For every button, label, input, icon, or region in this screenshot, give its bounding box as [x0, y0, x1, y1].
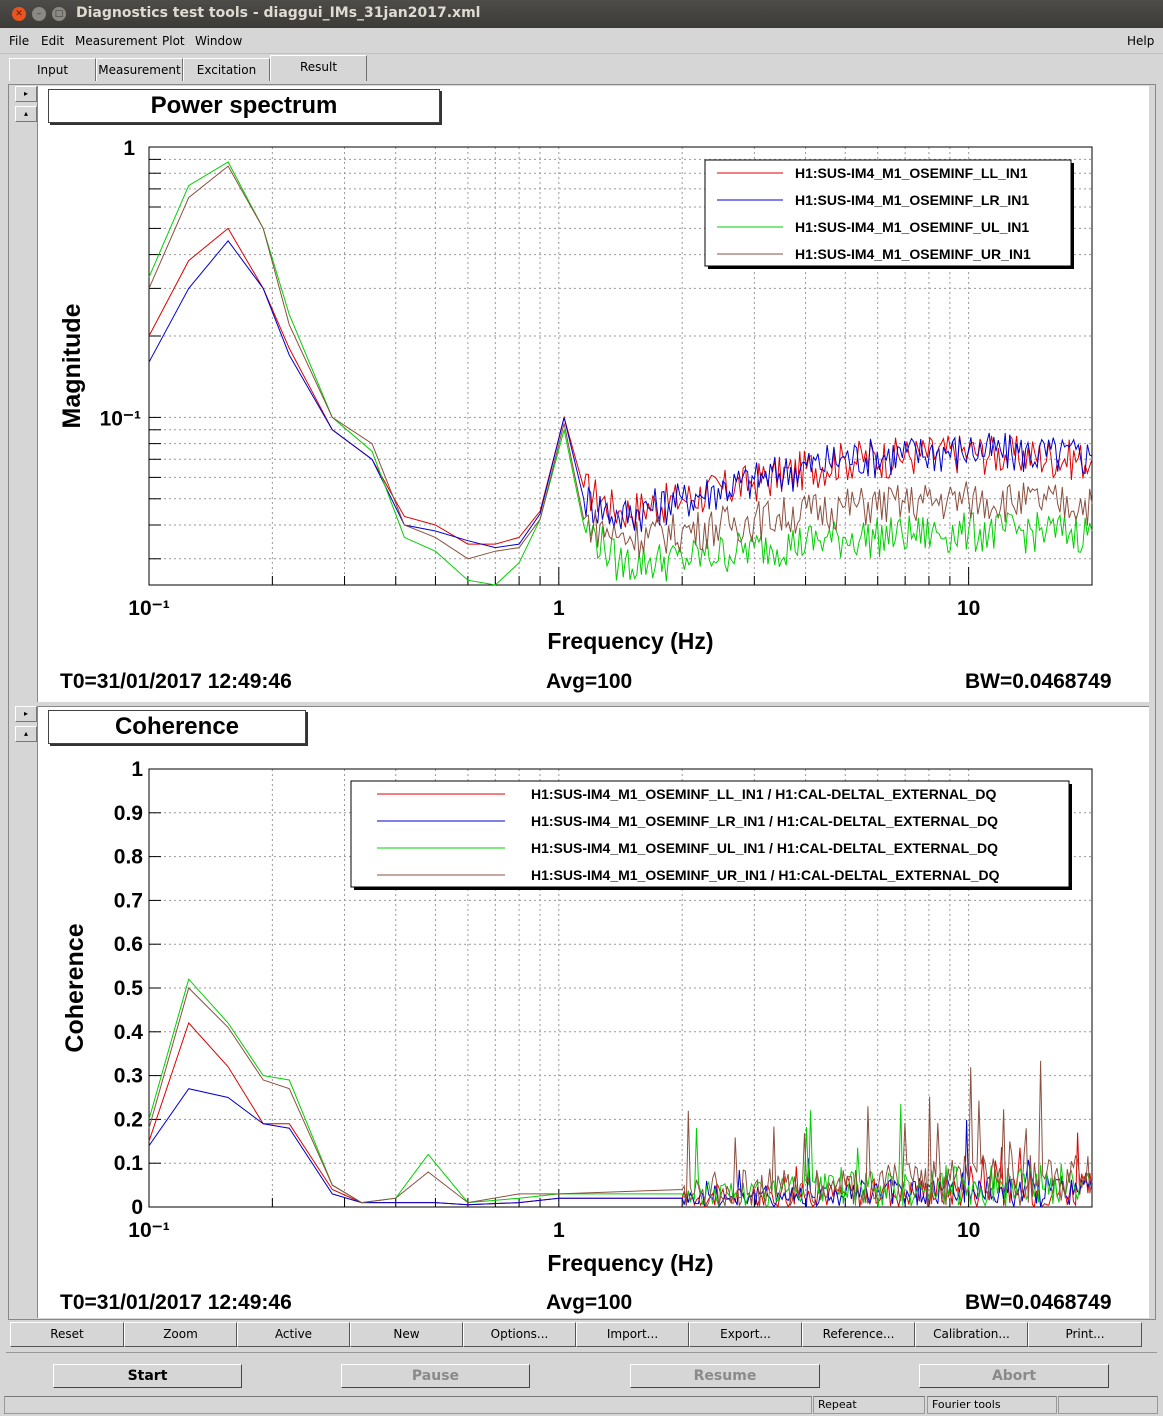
- menu-window[interactable]: Window: [195, 34, 243, 48]
- calibration-button[interactable]: Calibration...: [915, 1322, 1028, 1347]
- power-spectrum-bw: BW=0.0468749: [965, 670, 1112, 693]
- power-spectrum-title: Power spectrum: [48, 89, 440, 123]
- plot-frame: [148, 146, 1093, 586]
- coherence-t0: T0=31/01/2017 12:49:46: [60, 1291, 292, 1314]
- pad2-expand-icon[interactable]: ▸: [15, 706, 37, 722]
- menu-plot[interactable]: Plot: [162, 34, 185, 48]
- tab-excitation[interactable]: Excitation: [183, 58, 270, 81]
- y-axis-label: Magnitude: [58, 303, 86, 428]
- y-axis-label: Coherence: [61, 923, 89, 1052]
- title-bar: ✕ – □ Diagnostics test tools - diaggui_I…: [0, 0, 1163, 28]
- tab-measurement[interactable]: Measurement: [96, 58, 183, 81]
- new-button[interactable]: New: [350, 1322, 463, 1347]
- y-tick-label: 0.7: [114, 889, 143, 912]
- x-tick-label: 10: [957, 1219, 980, 1242]
- menu-measurement[interactable]: Measurement: [75, 34, 158, 48]
- resume-button[interactable]: Resume: [630, 1364, 820, 1388]
- legend-box: [704, 159, 1072, 267]
- coherence-bw: BW=0.0468749: [965, 1291, 1112, 1314]
- legend-entry: H1:SUS-IM4_M1_OSEMINF_LL_IN1: [795, 165, 1028, 181]
- print-button[interactable]: Print...: [1028, 1322, 1142, 1347]
- x-tick-label: 10: [957, 597, 980, 620]
- y-tick-label: 0.8: [114, 846, 144, 869]
- maximize-icon[interactable]: □: [52, 7, 66, 21]
- separator: [6, 1352, 1157, 1353]
- legend-entry: H1:SUS-IM4_M1_OSEMINF_UR_IN1: [795, 246, 1031, 262]
- status-repeat: Repeat: [813, 1396, 925, 1414]
- tab-input[interactable]: Input: [9, 58, 96, 81]
- zoom-button[interactable]: Zoom: [124, 1322, 237, 1347]
- legend-entry: H1:SUS-IM4_M1_OSEMINF_UR_IN1 / H1:CAL-DE…: [531, 867, 1000, 883]
- plot-button-row: Reset Zoom Active New Options... Import.…: [10, 1322, 1142, 1348]
- status-field-blank: [4, 1396, 812, 1414]
- y-tick-label: 0.6: [114, 933, 143, 956]
- power-spectrum-avg: Avg=100: [546, 670, 633, 693]
- tab-result[interactable]: Result: [270, 55, 367, 81]
- x-axis-label: Frequency (Hz): [547, 1250, 713, 1276]
- import-button[interactable]: Import...: [576, 1322, 689, 1347]
- legend-entry: H1:SUS-IM4_M1_OSEMINF_UL_IN1: [795, 219, 1029, 235]
- coherence-title: Coherence: [48, 710, 306, 744]
- menu-help[interactable]: Help: [1127, 34, 1155, 48]
- series-line: [148, 978, 1093, 1208]
- plot-frame: [148, 768, 1093, 1208]
- reset-button[interactable]: Reset: [10, 1322, 124, 1347]
- x-tick-label: 1: [553, 597, 565, 620]
- y-tick-label: 0: [131, 1196, 143, 1219]
- window-title: Diagnostics test tools - diaggui_IMs_31j…: [76, 5, 481, 21]
- legend-entry: H1:SUS-IM4_M1_OSEMINF_LR_IN1: [795, 192, 1029, 208]
- legend-entry: H1:SUS-IM4_M1_OSEMINF_LL_IN1 / H1:CAL-DE…: [531, 786, 997, 802]
- status-field-end: [1058, 1396, 1158, 1414]
- status-bar: Repeat Fourier tools: [0, 1394, 1163, 1416]
- x-tick-label: 10⁻¹: [128, 1219, 169, 1242]
- series-line: [148, 165, 1093, 560]
- series-line: [148, 1022, 1093, 1208]
- abort-button[interactable]: Abort: [919, 1364, 1109, 1388]
- menu-bar: File Edit Measurement Plot Window Help: [0, 28, 1163, 54]
- x-axis-label: Frequency (Hz): [547, 628, 713, 654]
- close-icon[interactable]: ✕: [12, 7, 26, 21]
- series-line: [148, 227, 1093, 545]
- series-line: [148, 161, 1093, 586]
- tab-bar: Input Measurement Excitation Result: [0, 54, 1163, 84]
- coherence-avg: Avg=100: [546, 1291, 633, 1314]
- result-panel: [8, 84, 1156, 1320]
- y-tick-label: 0.2: [114, 1108, 143, 1131]
- power-spectrum-pad[interactable]: Power spectrum 10⁻¹ 1 10 1 10⁻¹ Frequency (Hz…: [37, 86, 1149, 702]
- menu-edit[interactable]: Edit: [41, 34, 65, 48]
- pad1-expand-icon[interactable]: ▸: [15, 86, 37, 102]
- active-button[interactable]: Active: [237, 1322, 350, 1347]
- options-button[interactable]: Options...: [463, 1322, 576, 1347]
- export-button[interactable]: Export...: [689, 1322, 802, 1347]
- y-tick-label: 1: [131, 758, 143, 781]
- pause-button[interactable]: Pause: [341, 1364, 530, 1388]
- legend-entry: H1:SUS-IM4_M1_OSEMINF_UL_IN1 / H1:CAL-DE…: [531, 840, 998, 856]
- y-tick-label: 1: [123, 137, 135, 160]
- minimize-icon[interactable]: –: [32, 7, 46, 21]
- y-tick-label: 0.1: [114, 1152, 144, 1175]
- status-fourier-tools: Fourier tools: [927, 1396, 1057, 1414]
- y-tick-label: 10⁻¹: [100, 407, 141, 430]
- x-tick-label: 1: [553, 1219, 565, 1242]
- coherence-plot[interactable]: 10⁻¹ 1 10 0 0.1 0.2 0.3 0.4 0.5 0.6 0.7 0.8 0.9 1 Freq…: [38, 707, 1148, 1277]
- series-line: [148, 239, 1093, 549]
- menu-file[interactable]: File: [9, 34, 30, 48]
- y-tick-label: 0.3: [114, 1065, 143, 1088]
- x-tick-label: 10⁻¹: [128, 597, 169, 620]
- power-spectrum-t0: T0=31/01/2017 12:49:46: [60, 670, 292, 693]
- y-tick-label: 0.4: [114, 1021, 144, 1044]
- series-line: [148, 987, 1093, 1208]
- coherence-pad[interactable]: Coherence 10⁻¹ 1 10 0 0.1 0.2 0.3 0.4 0.5 0.6 0.7 0…: [37, 706, 1149, 1318]
- reference-button[interactable]: Reference...: [802, 1322, 915, 1347]
- pad1-collapse-icon[interactable]: ▴: [15, 106, 37, 122]
- y-tick-label: 0.9: [114, 802, 143, 825]
- pad2-collapse-icon[interactable]: ▴: [15, 726, 37, 742]
- legend-entry: H1:SUS-IM4_M1_OSEMINF_LR_IN1 / H1:CAL-DE…: [531, 813, 998, 829]
- power-spectrum-plot[interactable]: 10⁻¹ 1 10 1 10⁻¹ Frequency (Hz) Magnitude H1:SU…: [38, 86, 1148, 656]
- y-tick-label: 0.5: [114, 977, 144, 1000]
- start-button[interactable]: Start: [53, 1364, 242, 1388]
- legend-box: [350, 780, 1070, 888]
